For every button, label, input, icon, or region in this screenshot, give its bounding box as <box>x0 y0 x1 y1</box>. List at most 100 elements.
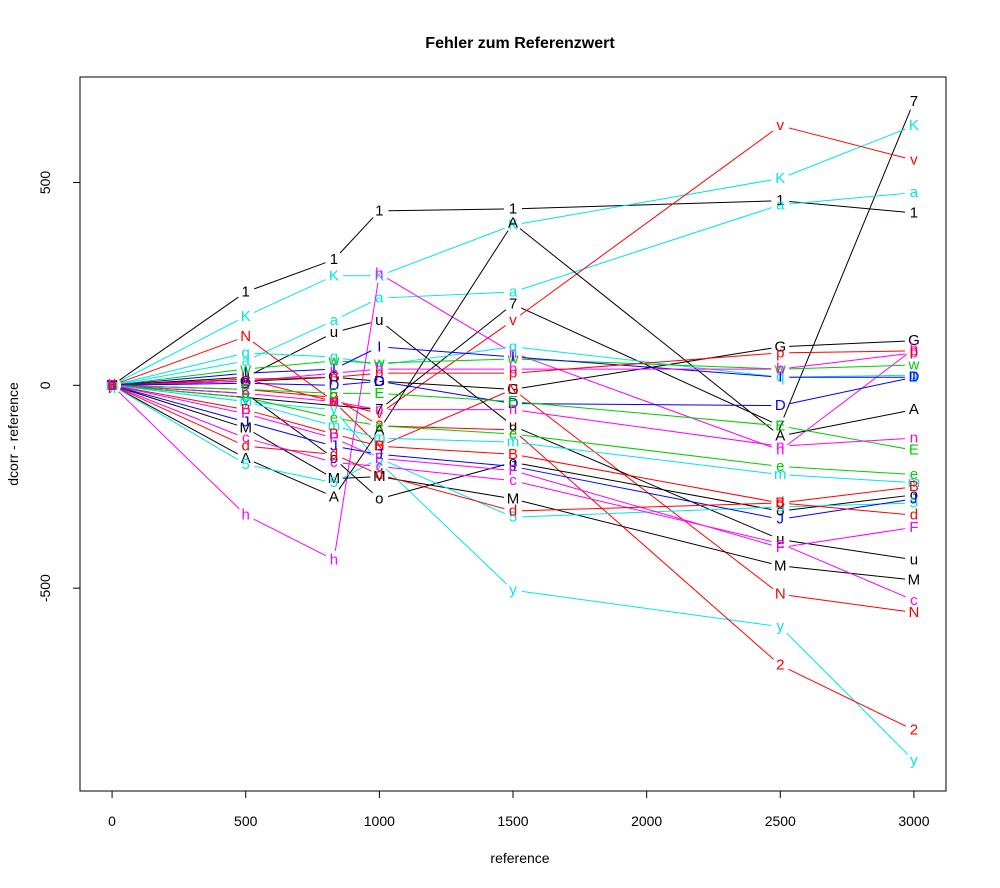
data-point: a <box>910 184 919 201</box>
series-line-segment <box>388 208 505 212</box>
series-line-segment <box>388 358 505 364</box>
x-tick-label: 1000 <box>364 813 395 829</box>
data-point: F <box>508 462 517 479</box>
data-point: M <box>106 377 119 394</box>
data-point: D <box>107 377 118 394</box>
series-line-segment <box>385 468 507 585</box>
series-line-segment <box>788 668 907 727</box>
data-point: n <box>910 430 918 447</box>
data-point: n <box>330 393 338 410</box>
series-d: d d d d d d d <box>108 377 918 524</box>
series-line-segment <box>254 403 326 424</box>
data-point: J <box>910 490 918 507</box>
series-line-segment <box>789 410 906 435</box>
data-point: 5 <box>509 509 517 526</box>
data-point: b <box>242 373 250 390</box>
data-point: y <box>376 454 384 471</box>
data-point: p <box>375 365 383 382</box>
data-point: a <box>375 290 384 307</box>
series-F: F F F F F F F <box>107 377 918 556</box>
data-point: 5 <box>776 499 784 516</box>
data-point: u <box>375 312 383 329</box>
series-line-segment <box>341 441 372 456</box>
series-line-segment <box>342 476 371 479</box>
series-line-segment <box>388 347 505 365</box>
x-axis: 0 500 1000 1500 2000 2500 3000 <box>108 791 930 829</box>
x-tick-label: 1500 <box>497 813 528 829</box>
data-point: I <box>377 338 381 355</box>
data-point: p <box>330 369 338 386</box>
data-point: 1 <box>509 200 517 217</box>
data-point: n <box>375 401 383 418</box>
data-point: N <box>107 377 118 394</box>
data-point: 1 <box>375 202 383 219</box>
data-point: w <box>373 355 385 372</box>
data-point: 7 <box>108 377 116 394</box>
data-point: e <box>509 426 517 443</box>
data-point: e <box>910 466 918 483</box>
series-line-segment <box>342 418 371 425</box>
series-line-segment <box>254 423 326 445</box>
series-line-segment <box>789 503 906 515</box>
data-point: N <box>328 393 339 410</box>
data-point: E <box>775 417 785 434</box>
series-line-segment <box>788 378 906 405</box>
data-point: 2 <box>242 381 250 398</box>
data-point: B <box>241 401 251 418</box>
series-line-segment <box>388 291 505 299</box>
data-point: p <box>108 377 116 394</box>
data-point: m <box>774 466 787 483</box>
data-point: B <box>107 377 117 394</box>
series-line-segment <box>342 427 371 437</box>
data-point: o <box>509 454 517 471</box>
series-line-segment <box>521 428 773 537</box>
series-line-segment <box>521 500 772 565</box>
series-line-segment <box>521 463 772 510</box>
x-tick-label: 2000 <box>631 813 662 829</box>
series-line-segment <box>387 227 505 274</box>
series-line-segment <box>521 401 772 426</box>
data-point: 7 <box>776 417 784 434</box>
data-point: A <box>107 377 117 394</box>
series-line-segment <box>789 566 906 580</box>
data-point: d <box>108 377 116 394</box>
series-line-segment <box>342 373 371 377</box>
data-point: w <box>327 352 339 369</box>
data-point: d <box>330 446 338 463</box>
data-point: v <box>910 152 918 169</box>
y-axis: -500 0 500 <box>37 171 80 602</box>
data-point: G <box>240 373 252 390</box>
data-point: a <box>509 284 518 301</box>
data-point: A <box>329 488 339 505</box>
series-line-segment <box>789 594 906 612</box>
data-point: M <box>239 419 252 436</box>
data-point: q <box>242 344 250 361</box>
data-point: a <box>242 352 251 369</box>
chart-title: Fehler zum Referenzwert <box>425 35 615 52</box>
series-line-segment <box>120 369 237 385</box>
series-line-segment <box>340 463 373 494</box>
data-point: E <box>107 377 117 394</box>
data-point: n <box>776 438 784 455</box>
data-point: o <box>108 377 116 394</box>
series-line-segment <box>521 455 772 502</box>
series-line-segment <box>789 528 906 547</box>
data-point: D <box>240 375 251 392</box>
data-point: D <box>775 397 786 414</box>
series-line-segment <box>253 518 327 557</box>
series-line-segment <box>521 355 772 448</box>
series-line-segment <box>789 466 905 475</box>
data-point: m <box>373 430 386 447</box>
series-line-segment <box>521 403 772 407</box>
data-point: F <box>329 430 338 447</box>
data-point: v <box>330 393 338 410</box>
series-line-segment <box>789 438 905 447</box>
series-line-segment <box>341 350 372 366</box>
series-line-segment <box>342 381 371 386</box>
series-line-segment <box>341 401 372 422</box>
data-point: D <box>374 373 385 390</box>
data-point: A <box>909 401 919 418</box>
series-line-segment <box>789 364 905 370</box>
data-point: w <box>507 350 519 367</box>
